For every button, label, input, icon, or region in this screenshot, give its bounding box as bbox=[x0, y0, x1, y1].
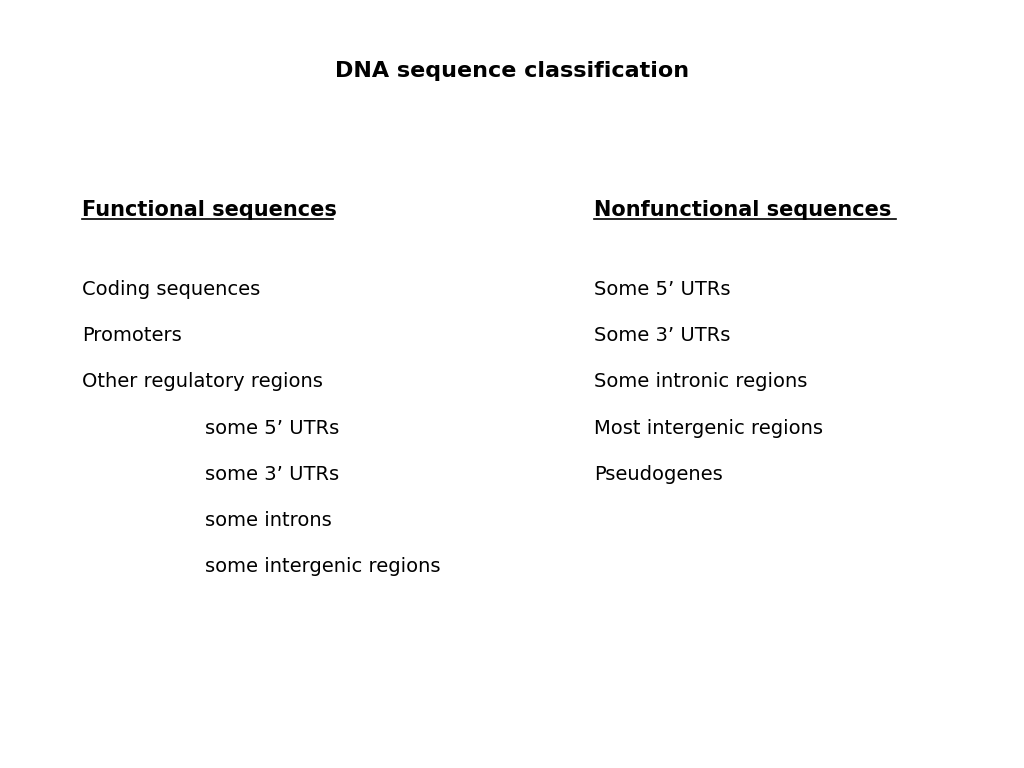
Text: Pseudogenes: Pseudogenes bbox=[594, 465, 723, 484]
Text: Coding sequences: Coding sequences bbox=[82, 280, 260, 300]
Text: Most intergenic regions: Most intergenic regions bbox=[594, 419, 823, 438]
Text: Some 5’ UTRs: Some 5’ UTRs bbox=[594, 280, 730, 300]
Text: Nonfunctional sequences: Nonfunctional sequences bbox=[594, 200, 891, 220]
Text: Functional sequences: Functional sequences bbox=[82, 200, 337, 220]
Text: Some 3’ UTRs: Some 3’ UTRs bbox=[594, 326, 730, 346]
Text: some intergenic regions: some intergenic regions bbox=[205, 557, 440, 576]
Text: some 5’ UTRs: some 5’ UTRs bbox=[205, 419, 339, 438]
Text: Promoters: Promoters bbox=[82, 326, 181, 346]
Text: Some intronic regions: Some intronic regions bbox=[594, 372, 807, 392]
Text: DNA sequence classification: DNA sequence classification bbox=[335, 61, 689, 81]
Text: Other regulatory regions: Other regulatory regions bbox=[82, 372, 323, 392]
Text: some introns: some introns bbox=[205, 511, 332, 530]
Text: some 3’ UTRs: some 3’ UTRs bbox=[205, 465, 339, 484]
